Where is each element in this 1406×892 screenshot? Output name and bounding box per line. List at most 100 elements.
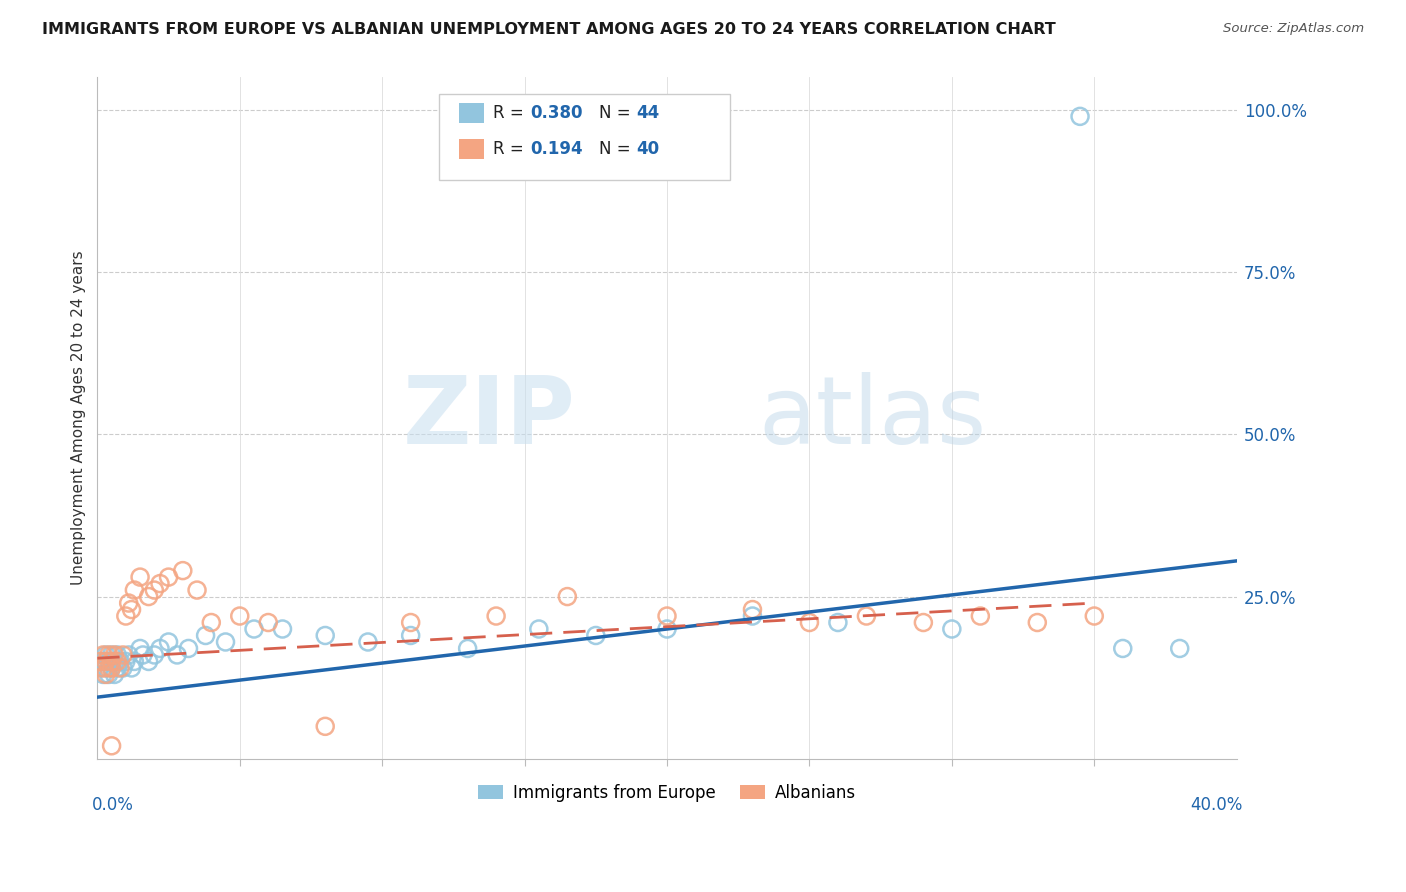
Text: 40: 40 bbox=[637, 140, 659, 158]
FancyBboxPatch shape bbox=[458, 138, 484, 159]
Point bbox=[114, 655, 136, 669]
Point bbox=[741, 602, 763, 616]
Point bbox=[118, 648, 141, 662]
Point bbox=[229, 609, 252, 624]
Point bbox=[1083, 609, 1105, 624]
Point bbox=[1069, 109, 1091, 123]
Point bbox=[105, 648, 128, 662]
Point bbox=[257, 615, 280, 630]
Point bbox=[91, 667, 114, 681]
Point bbox=[114, 609, 136, 624]
Point bbox=[200, 615, 222, 630]
Point bbox=[149, 641, 172, 656]
Point bbox=[527, 622, 550, 636]
Point bbox=[969, 609, 991, 624]
Point bbox=[97, 667, 120, 681]
Point bbox=[557, 590, 579, 604]
Point bbox=[585, 628, 607, 642]
Point bbox=[94, 655, 117, 669]
Point bbox=[186, 583, 208, 598]
Point bbox=[143, 583, 166, 598]
Point bbox=[143, 648, 166, 662]
Point bbox=[314, 719, 336, 733]
Point bbox=[655, 609, 678, 624]
Point bbox=[105, 661, 128, 675]
Point bbox=[1112, 641, 1135, 656]
Point bbox=[399, 628, 422, 642]
Point bbox=[177, 641, 200, 656]
Point bbox=[741, 609, 763, 624]
Point bbox=[855, 609, 877, 624]
Text: R =: R = bbox=[492, 140, 529, 158]
Point bbox=[97, 648, 120, 662]
Point bbox=[91, 661, 114, 675]
Point bbox=[485, 609, 508, 624]
Point bbox=[103, 655, 125, 669]
Point bbox=[105, 655, 128, 669]
FancyBboxPatch shape bbox=[439, 95, 730, 179]
Point bbox=[100, 648, 122, 662]
Text: 0.380: 0.380 bbox=[530, 103, 583, 121]
Point bbox=[121, 602, 143, 616]
Point bbox=[129, 570, 152, 584]
Point bbox=[111, 648, 134, 662]
Point bbox=[138, 655, 160, 669]
Point bbox=[166, 648, 188, 662]
Point bbox=[941, 622, 963, 636]
Point bbox=[457, 641, 479, 656]
Text: R =: R = bbox=[492, 103, 529, 121]
Point bbox=[91, 655, 114, 669]
Point bbox=[94, 667, 117, 681]
Point bbox=[799, 615, 821, 630]
Point bbox=[91, 648, 114, 662]
Point bbox=[271, 622, 294, 636]
Point bbox=[121, 661, 143, 675]
Point bbox=[108, 661, 131, 675]
Point bbox=[103, 667, 125, 681]
Point bbox=[172, 564, 194, 578]
Point bbox=[100, 661, 122, 675]
Point bbox=[1168, 641, 1191, 656]
Text: 44: 44 bbox=[637, 103, 659, 121]
Point bbox=[194, 628, 217, 642]
Text: N =: N = bbox=[599, 140, 636, 158]
Point bbox=[108, 655, 131, 669]
Point bbox=[129, 641, 152, 656]
Point bbox=[118, 596, 141, 610]
Point bbox=[314, 628, 336, 642]
Point bbox=[357, 635, 380, 649]
Text: ZIP: ZIP bbox=[404, 372, 576, 464]
Point bbox=[138, 590, 160, 604]
Point bbox=[94, 661, 117, 675]
Legend: Immigrants from Europe, Albanians: Immigrants from Europe, Albanians bbox=[471, 777, 863, 808]
Point bbox=[100, 661, 122, 675]
Point bbox=[214, 635, 236, 649]
Point bbox=[100, 739, 122, 753]
Point bbox=[94, 648, 117, 662]
Point bbox=[132, 648, 155, 662]
Point bbox=[157, 635, 180, 649]
FancyBboxPatch shape bbox=[458, 103, 484, 123]
Point bbox=[97, 661, 120, 675]
Point bbox=[912, 615, 935, 630]
Point bbox=[124, 655, 146, 669]
Point bbox=[100, 655, 122, 669]
Point bbox=[157, 570, 180, 584]
Point bbox=[149, 576, 172, 591]
Point bbox=[399, 615, 422, 630]
Text: IMMIGRANTS FROM EUROPE VS ALBANIAN UNEMPLOYMENT AMONG AGES 20 TO 24 YEARS CORREL: IMMIGRANTS FROM EUROPE VS ALBANIAN UNEMP… bbox=[42, 22, 1056, 37]
Text: atlas: atlas bbox=[758, 372, 987, 464]
Point bbox=[1026, 615, 1049, 630]
Y-axis label: Unemployment Among Ages 20 to 24 years: Unemployment Among Ages 20 to 24 years bbox=[72, 251, 86, 585]
Point bbox=[655, 622, 678, 636]
Point bbox=[827, 615, 849, 630]
Text: 40.0%: 40.0% bbox=[1189, 797, 1243, 814]
Text: 0.194: 0.194 bbox=[530, 140, 583, 158]
Text: 0.0%: 0.0% bbox=[91, 797, 134, 814]
Text: Source: ZipAtlas.com: Source: ZipAtlas.com bbox=[1223, 22, 1364, 36]
Point bbox=[89, 655, 111, 669]
Point bbox=[111, 661, 134, 675]
Text: N =: N = bbox=[599, 103, 636, 121]
Point bbox=[103, 648, 125, 662]
Point bbox=[243, 622, 266, 636]
